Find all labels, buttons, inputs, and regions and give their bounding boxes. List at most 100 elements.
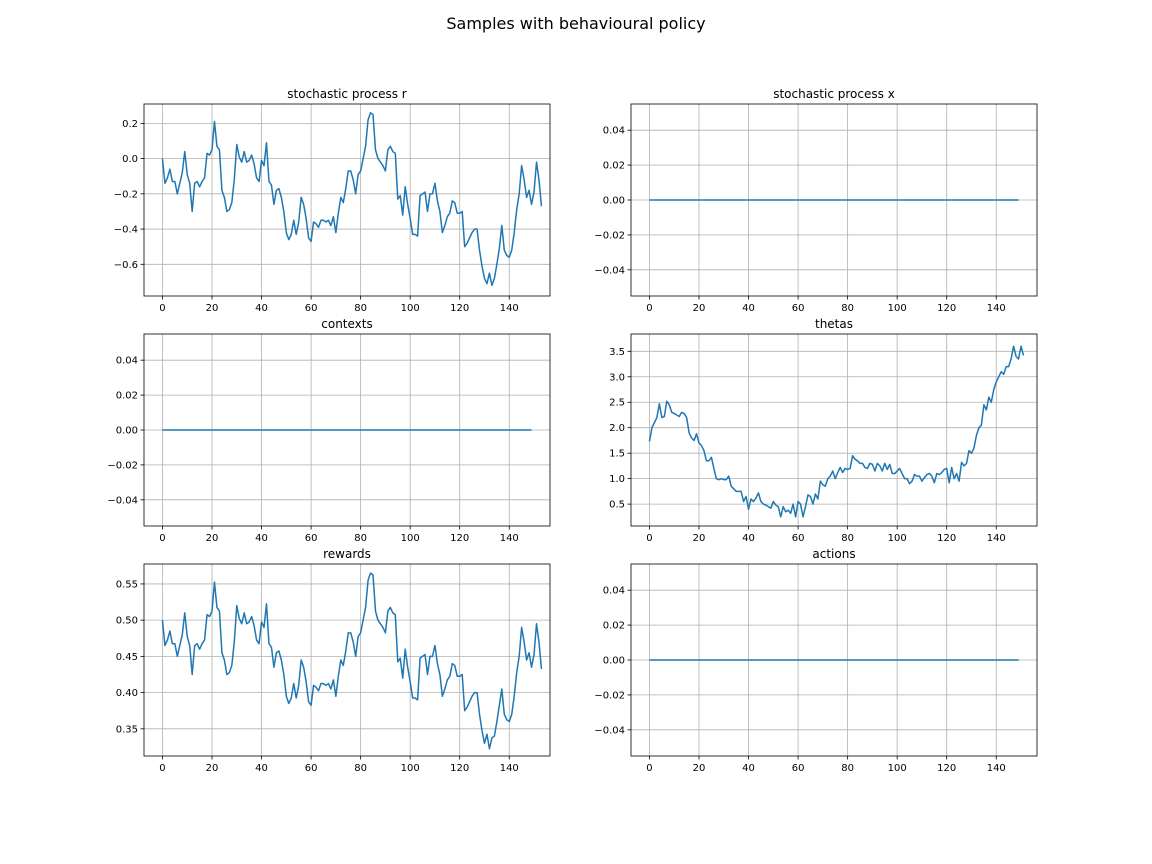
- x-tick-label: 0: [646, 763, 652, 774]
- y-tick-label: −0.04: [594, 725, 625, 736]
- x-tick-label: 20: [206, 763, 219, 774]
- y-tick-label: 3.5: [609, 347, 625, 358]
- x-tick-label: 100: [888, 533, 907, 544]
- x-tick-label: 20: [693, 303, 706, 314]
- y-tick-label: −0.02: [594, 690, 625, 701]
- y-tick-label: 0.02: [603, 621, 625, 632]
- y-tick-label: 2.0: [609, 423, 625, 434]
- y-tick-label: 0.02: [116, 391, 138, 402]
- subplot-title: contexts: [321, 317, 372, 331]
- x-tick-label: 60: [305, 763, 318, 774]
- y-tick-label: −0.02: [594, 230, 625, 241]
- y-tick-label: 2.5: [609, 398, 625, 409]
- y-tick-label: −0.02: [107, 460, 138, 471]
- subplot-title: actions: [812, 547, 855, 561]
- y-tick-label: 0.00: [603, 656, 625, 667]
- x-tick-label: 80: [841, 303, 854, 314]
- y-tick-label: 0.2: [122, 119, 138, 130]
- y-tick-label: 1.0: [609, 474, 625, 485]
- x-tick-label: 140: [500, 533, 519, 544]
- y-tick-label: 0.00: [603, 196, 625, 207]
- x-tick-label: 100: [888, 763, 907, 774]
- x-tick-label: 40: [255, 533, 268, 544]
- x-tick-label: 60: [792, 763, 805, 774]
- x-tick-label: 40: [742, 533, 755, 544]
- axes-frame: [630, 333, 1038, 527]
- x-tick-label: 60: [305, 303, 318, 314]
- y-tick-label: −0.04: [107, 495, 138, 506]
- x-tick-label: 40: [742, 763, 755, 774]
- x-tick-label: 140: [500, 303, 519, 314]
- x-tick-label: 100: [401, 533, 420, 544]
- x-tick-label: 0: [646, 533, 652, 544]
- x-tick-label: 40: [742, 303, 755, 314]
- x-tick-label: 120: [937, 533, 956, 544]
- y-tick-label: 0.50: [116, 616, 138, 627]
- x-tick-label: 80: [841, 533, 854, 544]
- x-tick-label: 120: [450, 763, 469, 774]
- x-tick-label: 80: [354, 763, 367, 774]
- subplot-title: stochastic process x: [773, 87, 895, 101]
- series-line: [161, 572, 543, 750]
- subplot-contexts: 0 20 40 60 80 100 120 140 0.04 0.02 0.00 −0.02 −0.04…: [107, 317, 551, 544]
- x-tick-label: 40: [255, 763, 268, 774]
- x-tick-label: 60: [305, 533, 318, 544]
- subplot-actions: 0 20 40 60 80 100 120 140 0.04 0.02 0.00 −0.02 −0.04…: [594, 547, 1038, 774]
- subplot-title: rewards: [323, 547, 371, 561]
- y-tick-label: 0.45: [116, 652, 138, 663]
- x-tick-label: 100: [888, 303, 907, 314]
- x-tick-label: 0: [646, 303, 652, 314]
- y-tick-label: 0.04: [116, 356, 138, 367]
- y-tick-label: 0.5: [609, 500, 625, 511]
- axes-frame: [143, 103, 551, 297]
- y-tick-label: −0.6: [114, 260, 138, 271]
- y-tick-label: 1.5: [609, 449, 625, 460]
- x-tick-label: 20: [206, 303, 219, 314]
- y-tick-label: 0.02: [603, 161, 625, 172]
- y-tick-label: 0.00: [116, 426, 138, 437]
- subplot-stochastic-process-x: 0 20 40 60 80 100 120 140 0.04 0.02 0.00 −0.02 −0.04…: [594, 87, 1038, 314]
- y-tick-label: 0.40: [116, 688, 138, 699]
- y-tick-label: 0.55: [116, 579, 138, 590]
- subplot-thetas: 0 20 40 60 80 100 120 140 3.5 3.0 2.5 2.0 1.5 1.0 0.5 t…: [609, 317, 1038, 544]
- y-tick-label: 0.35: [116, 724, 138, 735]
- y-tick-label: −0.04: [594, 265, 625, 276]
- x-tick-label: 140: [500, 763, 519, 774]
- x-tick-label: 40: [255, 303, 268, 314]
- y-tick-label: 0.0: [122, 154, 138, 165]
- x-tick-label: 60: [792, 533, 805, 544]
- y-tick-label: −0.4: [114, 225, 138, 236]
- figure-title: Samples with behavioural policy: [446, 14, 705, 33]
- x-tick-label: 20: [693, 763, 706, 774]
- x-tick-label: 140: [987, 763, 1006, 774]
- x-tick-label: 120: [937, 303, 956, 314]
- y-tick-label: 0.04: [603, 586, 625, 597]
- x-tick-label: 120: [450, 303, 469, 314]
- axes-frame: [143, 563, 551, 757]
- x-tick-label: 120: [450, 533, 469, 544]
- x-tick-label: 100: [401, 303, 420, 314]
- x-tick-label: 100: [401, 763, 420, 774]
- x-tick-label: 140: [987, 303, 1006, 314]
- x-tick-label: 0: [159, 533, 165, 544]
- subplot-title: stochastic process r: [287, 87, 406, 101]
- x-tick-label: 20: [206, 533, 219, 544]
- subplot-title: thetas: [815, 317, 853, 331]
- x-tick-label: 60: [792, 303, 805, 314]
- y-tick-label: 3.0: [609, 372, 625, 383]
- series-line: [648, 345, 1025, 518]
- series-line: [161, 112, 543, 287]
- x-tick-label: 20: [693, 533, 706, 544]
- subplot-stochastic-process-r: 0 20 40 60 80 100 120 140 0.2 0.0 −0.2 −0.4 −0.6 stoc…: [114, 87, 551, 314]
- x-tick-label: 80: [354, 303, 367, 314]
- y-tick-label: 0.04: [603, 126, 625, 137]
- x-tick-label: 0: [159, 763, 165, 774]
- x-tick-label: 80: [354, 533, 367, 544]
- y-tick-label: −0.2: [114, 189, 138, 200]
- subplot-rewards: 0 20 40 60 80 100 120 140 0.55 0.50 0.45 0.40 0.35 re…: [116, 547, 551, 774]
- x-tick-label: 80: [841, 763, 854, 774]
- x-tick-label: 120: [937, 763, 956, 774]
- x-tick-label: 140: [987, 533, 1006, 544]
- x-tick-label: 0: [159, 303, 165, 314]
